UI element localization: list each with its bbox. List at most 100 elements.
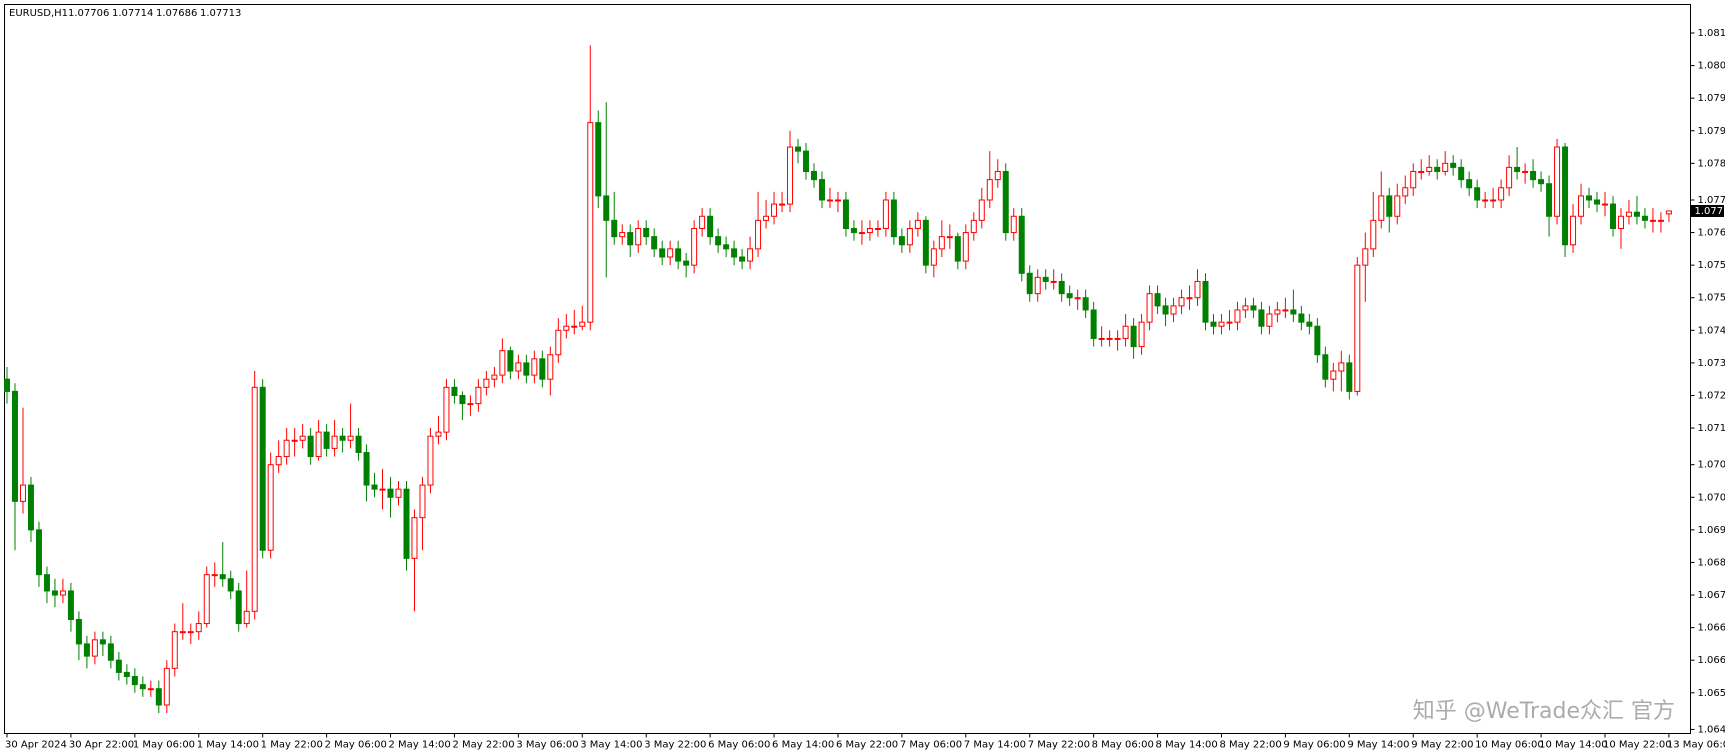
candle-body: [67, 590, 74, 620]
candle-body: [1530, 170, 1537, 181]
candle-body: [483, 378, 490, 388]
candle-body: [1242, 305, 1249, 311]
candle-body: [1314, 325, 1321, 356]
candle-body: [1122, 325, 1129, 339]
candle-body: [1226, 321, 1233, 324]
candle-body: [19, 484, 26, 502]
x-tick-label: 6 May 22:00: [836, 740, 898, 751]
candle-body: [1178, 297, 1185, 307]
candle-body: [763, 215, 770, 221]
y-tick-label: 1.0653: [1698, 688, 1725, 699]
candle-body: [1410, 170, 1417, 189]
candle-body: [731, 248, 738, 258]
candle-body: [1394, 195, 1401, 217]
candle-body: [587, 122, 594, 323]
candle-body: [866, 227, 873, 234]
candle-body: [1266, 313, 1273, 327]
candle-body: [1586, 195, 1593, 201]
candle-body: [139, 684, 146, 690]
y-tick-label: 1.0718: [1698, 423, 1725, 434]
candle-body: [954, 236, 961, 262]
candle-body: [523, 362, 530, 376]
header-high: 1.07714: [112, 8, 153, 19]
candle-body: [171, 631, 178, 669]
candle-body: [203, 574, 210, 625]
candle-body: [1450, 162, 1457, 168]
candle-body: [419, 484, 426, 519]
candle-body: [211, 574, 218, 577]
y-tick-label: 1.0758: [1698, 260, 1725, 271]
x-tick-label: 9 May 14:00: [1347, 740, 1409, 751]
candle-body: [1354, 264, 1361, 392]
candle-body: [667, 248, 674, 258]
header-open: 1.07706: [68, 8, 109, 19]
candle-body: [1138, 321, 1145, 348]
x-tick-label: 8 May 14:00: [1156, 740, 1218, 751]
x-tick-label: 6 May 06:00: [708, 740, 770, 751]
x-tick-label: 3 May 06:00: [516, 740, 578, 751]
candle-body: [427, 435, 434, 486]
candle-body: [1050, 280, 1057, 283]
candle-body: [898, 236, 905, 246]
candle-body: [1154, 293, 1161, 307]
candle-body: [259, 386, 266, 551]
candle-body: [1418, 170, 1425, 173]
candle-body: [443, 386, 450, 433]
candle-body: [75, 618, 82, 645]
candle-body: [1186, 297, 1193, 300]
candle-body: [411, 517, 418, 559]
candle-body: [1609, 203, 1616, 229]
candle-body: [595, 122, 602, 197]
candle-body: [1002, 170, 1009, 234]
candle-body: [1434, 166, 1441, 172]
x-tick-label: 7 May 06:00: [900, 740, 962, 751]
candle-body: [834, 199, 841, 202]
y-tick-label: 1.075: [1698, 293, 1725, 304]
x-tick-label: 2 May 22:00: [452, 740, 514, 751]
candle-body: [1378, 195, 1385, 221]
candle-body: [451, 386, 458, 396]
x-tick-label: 3 May 22:00: [644, 740, 706, 751]
candle-body: [1042, 276, 1049, 282]
candle-body: [707, 215, 714, 238]
candle-body: [435, 431, 442, 437]
candle-body: [227, 578, 234, 592]
candle-body: [115, 659, 122, 673]
candle-body: [1386, 195, 1393, 217]
candle-body: [43, 574, 50, 592]
candle-body: [1338, 362, 1345, 372]
candle-body: [962, 232, 969, 262]
candle-body: [1578, 195, 1585, 217]
candle-body: [922, 219, 929, 266]
candle-body: [1066, 293, 1073, 299]
candle-body: [1322, 354, 1329, 380]
candle-body: [499, 350, 506, 376]
candle-body: [978, 199, 985, 221]
candle-body: [291, 439, 298, 442]
candle-body: [27, 484, 34, 531]
candle-body: [1290, 309, 1297, 315]
candle-body: [771, 203, 778, 217]
x-tick-label: 7 May 14:00: [964, 740, 1026, 751]
candle-body: [275, 456, 282, 466]
candle-body: [1506, 166, 1513, 189]
candle-body: [1426, 166, 1433, 172]
candle-body: [1170, 305, 1177, 315]
candle-body: [1633, 211, 1640, 217]
candle-body: [187, 631, 194, 634]
candle-body: [51, 590, 58, 596]
candle-body: [1442, 162, 1449, 172]
candle-body: [387, 488, 394, 498]
candle-body: [331, 435, 338, 449]
candle-body: [994, 170, 1001, 181]
candle-body: [1034, 276, 1041, 295]
candle-body: [347, 435, 354, 441]
x-tick-label: 2 May 06:00: [325, 740, 387, 751]
candle-body: [683, 260, 690, 266]
candle-body: [810, 170, 817, 181]
candle-body: [1218, 321, 1225, 327]
candle-body: [1538, 179, 1545, 185]
candle-body: [1010, 215, 1017, 234]
candle-body: [475, 386, 482, 405]
y-tick-label: 1.0709: [1698, 460, 1725, 471]
